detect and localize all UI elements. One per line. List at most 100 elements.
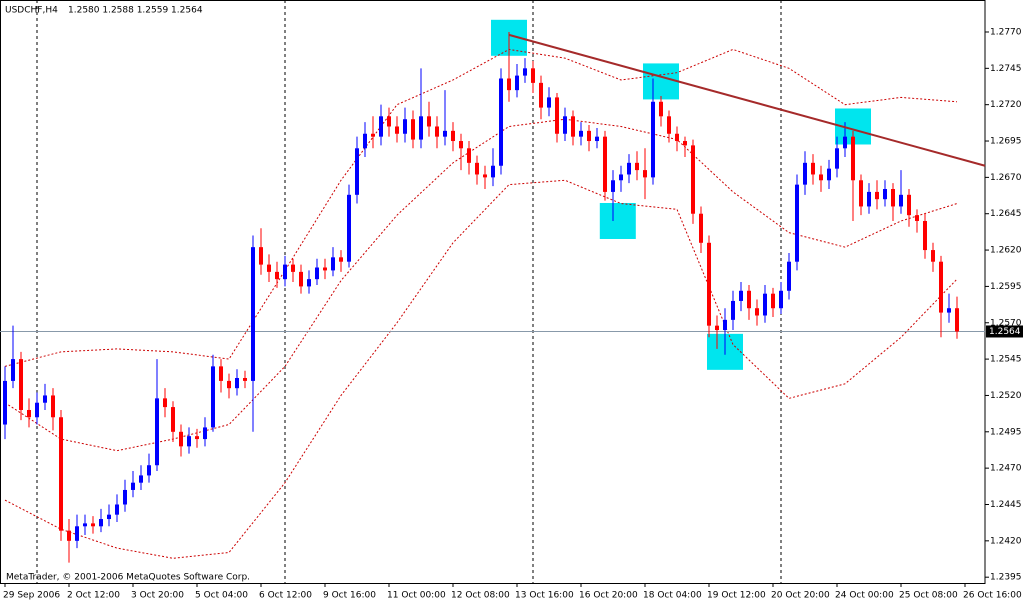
candle-body	[195, 436, 199, 440]
y-tick-label: 1.2595	[990, 282, 1022, 292]
candle-body	[251, 247, 255, 381]
x-tick-label: 3 Oct 20:00	[131, 591, 184, 601]
x-tick-label: 25 Oct 08:00	[899, 591, 958, 601]
candle-body	[915, 215, 919, 221]
x-tick-label: 5 Oct 04:00	[195, 591, 248, 601]
y-tick-label: 1.2570	[990, 318, 1022, 328]
candle-body	[51, 395, 55, 418]
candle-body	[619, 174, 623, 181]
candle-body	[115, 504, 119, 515]
candle-body	[371, 133, 375, 137]
candle-body	[955, 308, 959, 332]
candle-body	[539, 82, 543, 108]
y-tick-label: 1.2670	[990, 173, 1022, 183]
x-tick-label: 2 Oct 12:00	[67, 591, 120, 601]
candle-body	[411, 119, 415, 140]
highlight-box	[599, 202, 636, 239]
candle-body	[699, 213, 703, 243]
candle-body	[555, 97, 559, 134]
x-tick-label: 13 Oct 16:00	[515, 591, 574, 601]
plot-frame	[0, 0, 986, 584]
candle-body	[283, 264, 287, 280]
x-tick-label: 29 Sep 2006	[3, 591, 60, 601]
y-tick-label: 1.2470	[990, 464, 1022, 474]
candle-body	[11, 359, 15, 381]
candle-body	[475, 162, 479, 175]
candle-body	[859, 180, 863, 207]
x-tick-label: 12 Oct 08:00	[451, 591, 510, 601]
candle-body	[827, 168, 831, 181]
candle-body	[771, 293, 775, 309]
current-price-label: 1.2564	[989, 327, 1021, 337]
candle-body	[763, 293, 767, 316]
current-price-box	[986, 325, 1023, 338]
candle-body	[435, 126, 439, 137]
candle-body	[891, 189, 895, 207]
candle-body	[691, 145, 695, 214]
candle-body	[91, 523, 95, 527]
candle-body	[323, 267, 327, 271]
candle-body	[747, 290, 751, 309]
candle-body	[811, 162, 815, 175]
candle-body	[403, 119, 407, 134]
candle-body	[499, 78, 503, 166]
candle-body	[675, 133, 679, 142]
candle-body	[227, 380, 231, 389]
candle-body	[875, 191, 879, 200]
candle-body	[923, 220, 927, 251]
y-tick-label: 1.2745	[990, 64, 1022, 74]
highlight-box	[643, 63, 679, 100]
candle-body	[147, 465, 151, 476]
candle-body	[363, 133, 367, 149]
candle-body	[339, 257, 343, 262]
candle-body	[939, 261, 943, 313]
candle-body	[603, 136, 607, 192]
copyright: MetaTrader, © 2001-2006 MetaQuotes Softw…	[6, 573, 250, 583]
candle-body	[483, 174, 487, 178]
y-tick-label: 1.2495	[990, 427, 1022, 437]
bollinger-band	[4, 48, 958, 367]
candle-body	[139, 475, 143, 483]
candle-body	[235, 378, 239, 389]
x-tick-label: 11 Oct 00:00	[387, 591, 446, 601]
y-tick-label: 1.2395	[990, 573, 1022, 583]
candle-body	[587, 130, 591, 142]
candle-body	[795, 184, 799, 262]
candle-body	[379, 116, 383, 137]
candle-body	[395, 126, 399, 134]
candle-body	[507, 78, 511, 91]
candle-body	[907, 194, 911, 216]
candle-body	[947, 308, 951, 313]
candle-body	[635, 162, 639, 171]
candle-body	[123, 489, 127, 505]
y-tick-label: 1.2645	[990, 209, 1022, 219]
candle-body	[43, 395, 47, 403]
x-tick-label: 24 Oct 00:00	[835, 591, 894, 601]
y-tick-label: 1.2695	[990, 137, 1022, 147]
candle-body	[155, 398, 159, 466]
y-tick-label: 1.2770	[990, 27, 1022, 37]
candle-body	[651, 101, 655, 178]
candle-body	[419, 116, 423, 140]
candle-body	[187, 436, 191, 447]
candle-body	[523, 68, 527, 76]
candle-body	[667, 116, 671, 134]
candle-body	[843, 136, 847, 149]
candle-body	[867, 191, 871, 207]
y-tick-label: 1.2445	[990, 500, 1022, 510]
header-quote: 1.2580 1.2588 1.2559 1.2564	[68, 6, 203, 16]
candle-body	[387, 116, 391, 127]
candle-body	[299, 271, 303, 287]
candle-body	[3, 380, 7, 425]
candle-body	[451, 130, 455, 142]
candle-body	[427, 116, 431, 127]
bollinger-band	[4, 179, 958, 559]
candle-body	[683, 141, 687, 146]
x-tick-label: 20 Oct 20:00	[771, 591, 830, 601]
x-tick-label: 16 Oct 20:00	[579, 591, 638, 601]
candle-body	[787, 261, 791, 291]
chart-title: USDCHF,H4	[5, 6, 58, 16]
candle-body	[707, 242, 711, 326]
candle-body	[75, 526, 79, 541]
